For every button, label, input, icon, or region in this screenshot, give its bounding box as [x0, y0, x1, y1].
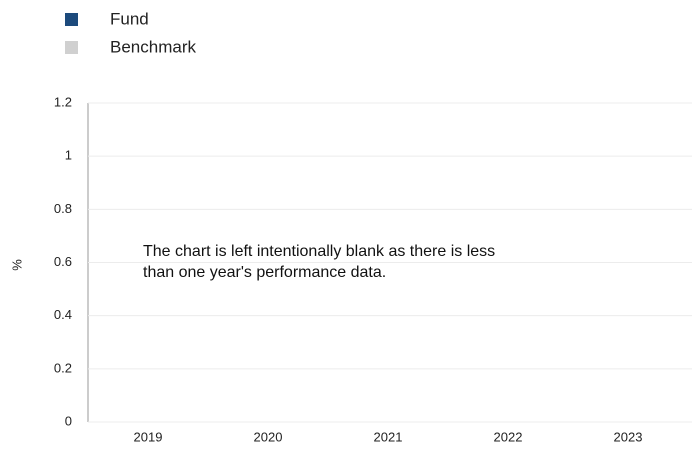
- y-tick-label: 0: [65, 413, 72, 428]
- legend-label: Benchmark: [110, 37, 196, 56]
- y-axis-label: %: [9, 259, 24, 271]
- x-tick-label: 2021: [374, 429, 403, 444]
- x-tick-label: 2022: [494, 429, 523, 444]
- x-tick-label: 2023: [614, 429, 643, 444]
- y-tick-label: 0.2: [54, 360, 72, 375]
- legend-label: Fund: [110, 9, 149, 28]
- legend-swatch: [65, 41, 78, 54]
- x-tick-label: 2020: [254, 429, 283, 444]
- y-tick-label: 0.8: [54, 201, 72, 216]
- annotation: than one year's performance data.: [143, 264, 386, 281]
- legend-swatch: [65, 13, 78, 26]
- y-tick-label: 0.4: [54, 307, 72, 322]
- y-tick-label: 1.2: [54, 94, 72, 109]
- y-tick-label: 0.6: [54, 254, 72, 269]
- x-tick-label: 2019: [134, 429, 163, 444]
- y-tick-label: 1: [65, 148, 72, 163]
- annotation: The chart is left intentionally blank as…: [143, 243, 495, 260]
